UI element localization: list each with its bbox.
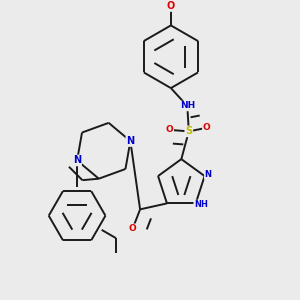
Text: N: N [73, 155, 81, 166]
Text: O: O [203, 123, 211, 132]
Text: NH: NH [180, 101, 195, 110]
Text: N: N [205, 170, 212, 179]
Text: N: N [126, 136, 134, 146]
Text: O: O [166, 125, 173, 134]
Text: NH: NH [194, 200, 208, 209]
Text: O: O [129, 224, 136, 233]
Text: O: O [167, 1, 175, 11]
Text: S: S [185, 126, 192, 136]
